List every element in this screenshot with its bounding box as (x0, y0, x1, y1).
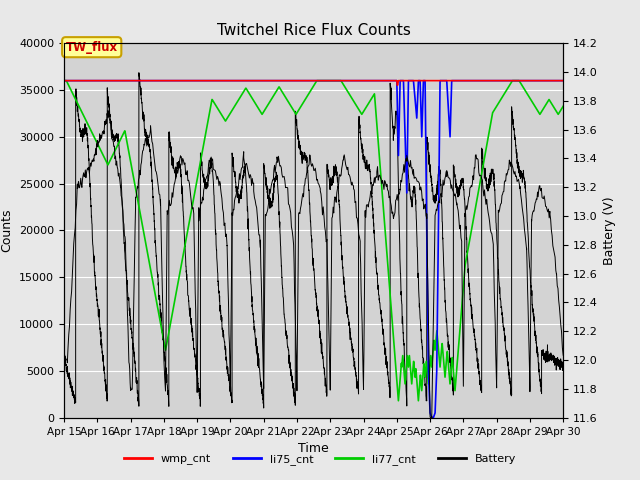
X-axis label: Time: Time (298, 442, 329, 455)
Legend: wmp_cnt, li75_cnt, li77_cnt, Battery: wmp_cnt, li75_cnt, li77_cnt, Battery (120, 450, 520, 469)
Title: Twitchel Rice Flux Counts: Twitchel Rice Flux Counts (217, 23, 410, 38)
Y-axis label: Counts: Counts (1, 209, 13, 252)
Y-axis label: Battery (V): Battery (V) (604, 196, 616, 264)
Text: TW_flux: TW_flux (66, 41, 118, 54)
